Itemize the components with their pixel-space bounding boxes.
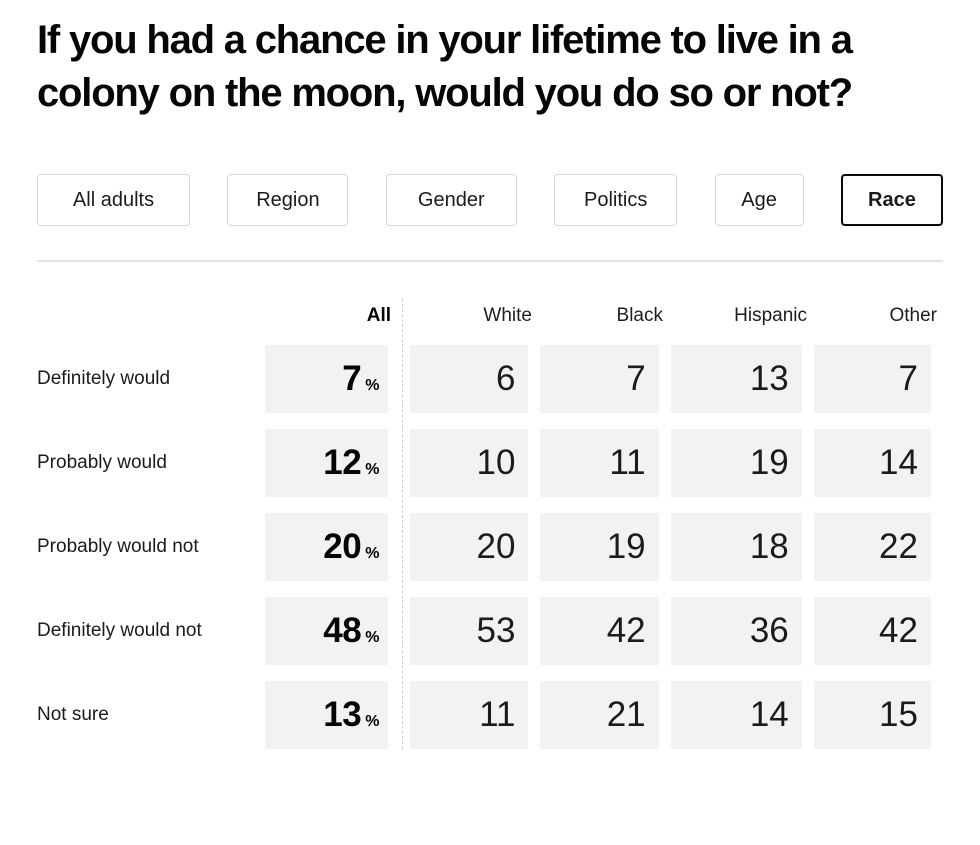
table-row: Definitely would 7% 6 7 13 7 bbox=[37, 345, 943, 413]
filter-label: Politics bbox=[583, 188, 648, 211]
row-divider-spacer bbox=[388, 681, 410, 749]
all-percent-number: 13 bbox=[323, 695, 362, 734]
cell-value: 13 bbox=[670, 345, 802, 413]
table-header-row: All White Black Hispanic Other bbox=[37, 297, 943, 327]
cell-value: 10 bbox=[410, 429, 529, 497]
filter-button-all-adults[interactable]: All adults bbox=[37, 174, 190, 226]
value-number: 36 bbox=[749, 611, 789, 650]
filter-button-region[interactable]: Region bbox=[227, 174, 349, 226]
table-row: Not sure 13% 11 21 14 15 bbox=[37, 681, 943, 749]
cell-value: 14 bbox=[670, 681, 802, 749]
cell-value: 22 bbox=[813, 513, 931, 581]
value-number: 6 bbox=[495, 359, 516, 398]
value-number: 53 bbox=[476, 611, 516, 650]
row-label: Definitely would bbox=[37, 368, 171, 389]
cell-all-value: 12% bbox=[265, 429, 389, 497]
filter-button-politics[interactable]: Politics bbox=[554, 174, 678, 226]
cell-value: 21 bbox=[540, 681, 659, 749]
value-number: 42 bbox=[879, 611, 918, 650]
percent-sign: % bbox=[365, 545, 380, 562]
row-label: Not sure bbox=[37, 704, 109, 725]
filter-label: Region bbox=[256, 188, 320, 211]
cell-value: 6 bbox=[410, 345, 529, 413]
column-header-white: White bbox=[483, 305, 532, 326]
filter-button-age[interactable]: Age bbox=[714, 174, 804, 226]
value-number: 13 bbox=[749, 359, 789, 398]
row-divider-spacer bbox=[388, 345, 410, 413]
poll-widget: If you had a chance in your lifetime to … bbox=[0, 14, 980, 749]
table-body: Definitely would 7% 6 7 13 7 Probably would… bbox=[37, 345, 943, 749]
table-row: Probably would not 20% 20 19 18 22 bbox=[37, 513, 943, 581]
row-label: Probably would not bbox=[37, 536, 199, 557]
all-percent-number: 20 bbox=[323, 527, 362, 566]
filter-label: Gender bbox=[417, 188, 485, 211]
results-table: All White Black Hispanic Other Definitely w… bbox=[37, 297, 943, 749]
value-number: 7 bbox=[626, 359, 646, 398]
row-label: Probably would bbox=[37, 452, 167, 473]
row-divider-spacer bbox=[388, 429, 410, 497]
cell-value: 19 bbox=[670, 429, 802, 497]
cell-value: 18 bbox=[670, 513, 802, 581]
column-header-other: Other bbox=[889, 305, 937, 326]
value-number: 10 bbox=[476, 443, 516, 482]
cell-value: 19 bbox=[540, 513, 659, 581]
filter-label: Age bbox=[741, 188, 777, 211]
cell-value: 11 bbox=[410, 681, 529, 749]
value-number: 19 bbox=[606, 527, 646, 566]
value-number: 7 bbox=[898, 359, 918, 398]
column-header-hispanic: Hispanic bbox=[734, 305, 807, 326]
cell-value: 20 bbox=[410, 513, 529, 581]
column-header-all: All bbox=[366, 305, 391, 326]
column-header-black: Black bbox=[616, 305, 663, 326]
filter-button-race[interactable]: Race bbox=[840, 174, 943, 226]
value-number: 14 bbox=[749, 695, 789, 734]
all-percent-number: 7 bbox=[342, 359, 362, 398]
cell-value: 53 bbox=[410, 597, 529, 665]
value-number: 22 bbox=[879, 527, 918, 566]
value-number: 42 bbox=[606, 611, 646, 650]
row-divider-spacer bbox=[388, 597, 410, 665]
value-number: 15 bbox=[879, 695, 918, 734]
all-percent-number: 12 bbox=[323, 443, 362, 482]
filter-label: All adults bbox=[72, 188, 155, 211]
row-label: Definitely would not bbox=[37, 620, 202, 641]
percent-sign: % bbox=[365, 629, 380, 646]
value-number: 18 bbox=[749, 527, 789, 566]
filter-label: Race bbox=[868, 188, 916, 211]
cell-value: 11 bbox=[540, 429, 659, 497]
cell-value: 36 bbox=[670, 597, 802, 665]
row-divider-spacer bbox=[388, 513, 410, 581]
table-row: Definitely would not 48% 53 42 36 42 bbox=[37, 597, 943, 665]
value-number: 14 bbox=[879, 443, 918, 482]
cell-value: 15 bbox=[813, 681, 931, 749]
percent-sign: % bbox=[365, 713, 380, 730]
cell-value: 42 bbox=[540, 597, 659, 665]
filter-button-gender[interactable]: Gender bbox=[385, 174, 517, 226]
value-number: 11 bbox=[479, 695, 516, 734]
all-percent-number: 48 bbox=[323, 611, 362, 650]
cell-all-value: 20% bbox=[265, 513, 389, 581]
cell-all-value: 7% bbox=[265, 345, 389, 413]
cell-value: 7 bbox=[813, 345, 931, 413]
cell-all-value: 13% bbox=[265, 681, 389, 749]
table-row: Probably would 12% 10 11 19 14 bbox=[37, 429, 943, 497]
all-column-dashed-divider bbox=[402, 299, 403, 749]
cell-value: 14 bbox=[813, 429, 931, 497]
value-number: 11 bbox=[609, 443, 646, 482]
section-divider bbox=[37, 260, 943, 262]
value-number: 21 bbox=[606, 695, 646, 734]
cell-value: 42 bbox=[813, 597, 931, 665]
cell-value: 7 bbox=[540, 345, 659, 413]
percent-sign: % bbox=[365, 377, 380, 394]
cell-all-value: 48% bbox=[265, 597, 389, 665]
value-number: 20 bbox=[476, 527, 516, 566]
question-title: If you had a chance in your lifetime to … bbox=[37, 18, 853, 115]
breakdown-filter-bar: All adults Region Gender Politics Age Ra… bbox=[37, 174, 943, 226]
percent-sign: % bbox=[365, 461, 380, 478]
value-number: 19 bbox=[749, 443, 789, 482]
